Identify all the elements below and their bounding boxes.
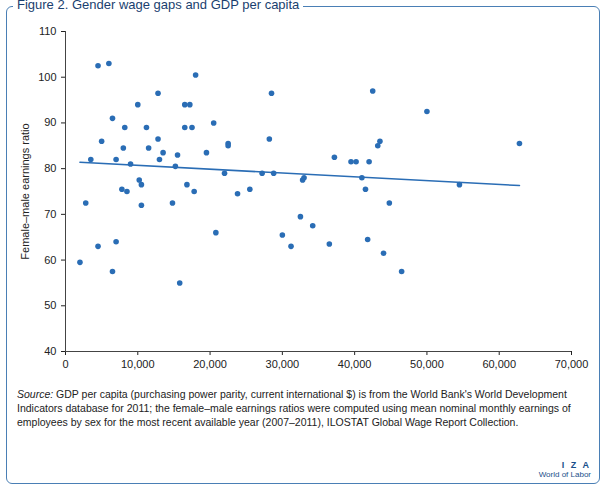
svg-text:Female–male earnings ratio: Female–male earnings ratio [19,123,31,259]
html-text:Source: GDP per capita (purcha: Source: GDP per capita (purchasing power… [17,388,571,428]
svg-text:70: 70 [44,208,56,220]
svg-text:60: 60 [44,254,56,266]
svg-text:100: 100 [38,71,56,83]
svg-text:70,000: 70,000 [555,358,589,370]
svg-text:50: 50 [44,299,56,311]
svg-text:0: 0 [62,358,68,370]
html-text:I Z A: I Z A [561,460,591,470]
svg-text:30,000: 30,000 [266,358,300,370]
svg-text:40: 40 [44,345,56,357]
svg-text:110: 110 [39,25,57,37]
svg-text:10,000: 10,000 [121,358,155,370]
svg-text:60,000: 60,000 [482,358,516,370]
html-text:World of Labor: World of Labor [538,470,591,479]
svg-text:50,000: 50,000 [410,358,444,370]
svg-text:80: 80 [44,162,56,174]
svg-text:90: 90 [44,116,56,128]
svg-text:20,000: 20,000 [193,358,227,370]
svg-text:40,000: 40,000 [338,358,372,370]
